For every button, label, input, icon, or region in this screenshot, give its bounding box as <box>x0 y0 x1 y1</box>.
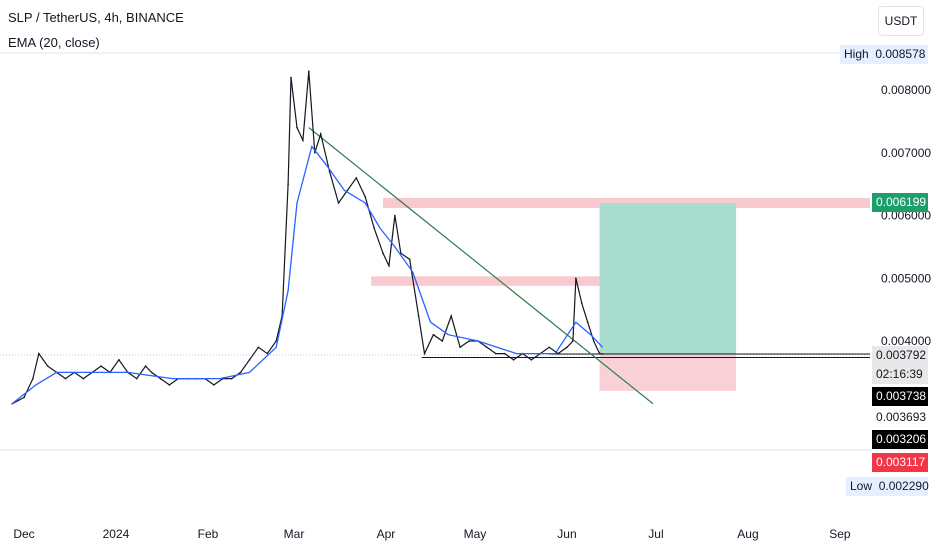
price-point-47 <box>394 214 396 217</box>
price-point-72 <box>592 340 595 342</box>
price-point-3 <box>38 352 40 355</box>
level-label-4: 0.003117 <box>872 453 928 472</box>
x-tick-label-2: Feb <box>198 527 219 541</box>
price-point-65 <box>548 346 550 349</box>
high-caption: High <box>844 47 869 61</box>
ema-series-line <box>11 145 604 405</box>
price-point-73 <box>598 352 601 355</box>
price-point-38 <box>319 133 322 135</box>
current-price-label: 0.006199 <box>872 193 928 212</box>
price-point-61 <box>512 359 515 361</box>
x-tick-label-9: Sep <box>829 527 851 541</box>
profit-target-box <box>599 203 737 355</box>
price-point-52 <box>432 333 435 336</box>
level-label-1: 0.003738 <box>872 387 928 406</box>
price-point-50 <box>417 315 420 317</box>
price-point-18 <box>168 384 171 386</box>
price-point-44 <box>373 227 375 229</box>
price-point-25 <box>230 377 233 380</box>
price-point-70 <box>580 302 583 305</box>
y-tick-label-3: 0.005000 <box>881 271 931 285</box>
price-point-41 <box>346 189 349 192</box>
price-point-14 <box>135 377 138 380</box>
y-tick-label-4: 0.004000 <box>881 334 931 348</box>
price-point-46 <box>388 264 390 267</box>
x-tick-label-4: Apr <box>377 527 396 541</box>
x-tick-label-3: Mar <box>284 527 305 541</box>
resistance-zone-1 <box>383 197 870 208</box>
price-point-17 <box>159 377 162 380</box>
price-point-67 <box>566 346 568 349</box>
low-label: Low 0.002290 <box>846 477 929 496</box>
price-point-51 <box>423 352 426 355</box>
price-point-69 <box>575 277 577 280</box>
x-tick-label-5: May <box>464 527 487 541</box>
price-point-36 <box>308 70 310 72</box>
price-point-71 <box>586 321 589 323</box>
price-point-26 <box>239 371 242 374</box>
price-point-74 <box>601 353 604 355</box>
price-point-6 <box>64 377 67 380</box>
descending-trendline <box>308 127 654 405</box>
price-point-15 <box>144 365 147 367</box>
price-point-43 <box>364 195 367 198</box>
price-point-2 <box>32 377 34 380</box>
price-point-27 <box>248 359 251 361</box>
price-point-49 <box>408 258 411 261</box>
x-tick-label-0: Dec <box>13 527 34 541</box>
price-point-8 <box>82 377 85 380</box>
price-point-54 <box>450 315 453 317</box>
price-point-56 <box>468 340 470 342</box>
price-point-53 <box>441 340 444 342</box>
price-series-line <box>11 71 603 405</box>
level-label-3: 0.003206 <box>872 430 928 449</box>
price-point-60 <box>503 352 506 355</box>
price-point-1 <box>23 396 25 399</box>
price-point-45 <box>382 252 384 254</box>
price-point-37 <box>313 151 316 154</box>
low-caption: Low <box>850 479 873 493</box>
level-label-2: 0.003693 <box>872 408 928 427</box>
price-point-16 <box>150 371 153 374</box>
bar-countdown-label: 02:16:39 <box>872 365 928 384</box>
x-tick-label-6: Jun <box>557 527 576 541</box>
low-value: 0.002290 <box>878 479 929 493</box>
price-point-28 <box>257 346 260 349</box>
price-point-66 <box>557 352 559 355</box>
price-point-30 <box>275 340 277 342</box>
x-tick-label-7: Jul <box>648 527 663 541</box>
price-point-35 <box>302 139 304 141</box>
price-point-55 <box>459 346 461 349</box>
price-point-33 <box>290 76 292 79</box>
price-point-40 <box>337 202 340 204</box>
price-point-4 <box>46 365 49 367</box>
price-point-58 <box>486 346 488 349</box>
x-tick-label-8: Aug <box>737 527 758 541</box>
high-value: 0.008578 <box>875 47 926 61</box>
price-point-42 <box>355 177 358 179</box>
price-point-63 <box>530 359 533 361</box>
price-point-68 <box>572 340 574 342</box>
y-tick-label-1: 0.007000 <box>881 146 931 160</box>
symbol-title: SLP / TetherUS, 4h, BINANCE <box>8 10 184 25</box>
price-point-32 <box>287 183 289 185</box>
price-point-29 <box>266 352 269 355</box>
resistance-zone-2 <box>371 276 609 286</box>
y-tick-label-0: 0.008000 <box>881 83 931 97</box>
stop-loss-box <box>599 354 737 391</box>
last-price-label: 0.003792 <box>872 346 928 365</box>
currency-unit-button[interactable]: USDT <box>878 6 924 36</box>
high-label: High 0.008578 <box>840 45 928 64</box>
x-tick-label-1: 2024 <box>103 527 130 541</box>
price-point-12 <box>118 359 120 361</box>
price-point-10 <box>100 365 102 367</box>
price-point-34 <box>296 126 298 129</box>
price-point-59 <box>494 352 497 355</box>
indicator-legend[interactable]: EMA (20, close) <box>8 35 100 50</box>
price-point-23 <box>213 384 215 386</box>
y-tick-label-2: 0.006000 <box>881 209 931 223</box>
